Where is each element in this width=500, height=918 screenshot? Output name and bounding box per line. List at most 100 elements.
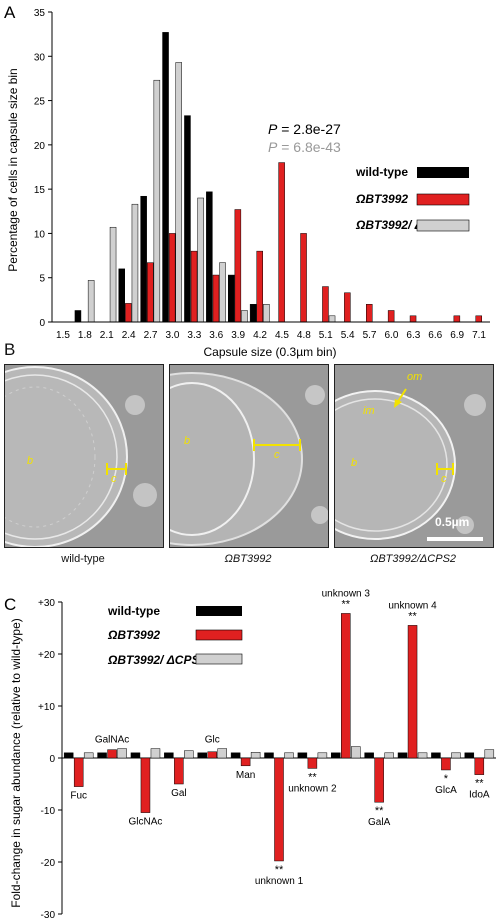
bar — [140, 195, 147, 323]
label-om: om — [407, 371, 423, 383]
sugar-abundance-chart: C Fold-change in sugar abundance (relati… — [4, 588, 496, 918]
micrograph-double: om im b c 0.5µm — [334, 364, 494, 548]
x-tick-label: 2.4 — [122, 330, 136, 341]
label-b: b — [27, 455, 34, 467]
x-tick-label: 3.3 — [187, 330, 201, 341]
legend-swatch-double — [195, 653, 243, 665]
legend-label-omega: ΩBT3992 — [355, 192, 408, 206]
x-tick-label: 6.9 — [450, 330, 464, 341]
bar — [125, 303, 132, 323]
y-tick-label: +10 — [38, 702, 55, 713]
legend: wild-type ΩBT3992 ΩBT3992/ ΔCPS2 — [355, 165, 470, 232]
bar — [207, 751, 217, 759]
bar — [240, 757, 251, 767]
x-tick-label: 5.7 — [363, 330, 377, 341]
y-tick-label: +20 — [38, 650, 55, 661]
bar — [107, 749, 117, 759]
x-tick-label: 6.6 — [428, 330, 442, 341]
label-b: b — [184, 435, 191, 447]
category-label: unknown 2 — [288, 783, 337, 794]
micrograph-image — [5, 365, 163, 547]
y-tick-label: 15 — [34, 185, 46, 196]
bar — [184, 115, 191, 323]
y-tick-label: +30 — [38, 598, 55, 609]
bar — [241, 310, 248, 323]
legend-swatch-double — [416, 219, 470, 232]
bar — [328, 315, 336, 323]
x-tick-label: 2.1 — [100, 330, 114, 341]
significance-mark: ** — [275, 864, 284, 876]
bar — [150, 748, 161, 759]
significance-mark: ** — [408, 610, 417, 622]
bar — [374, 757, 384, 803]
bar — [140, 757, 151, 813]
y-tick-label: 20 — [34, 141, 46, 152]
x-tick-label: 4.2 — [253, 330, 267, 341]
bar — [344, 292, 351, 323]
category-label: GlcNAc — [129, 817, 163, 828]
bar — [441, 757, 451, 771]
bar — [274, 757, 284, 862]
significance-mark: ** — [308, 771, 317, 783]
bar — [451, 752, 461, 759]
bar — [264, 752, 274, 759]
bar — [87, 280, 95, 323]
bar — [168, 233, 176, 323]
bar — [74, 310, 82, 323]
bar — [206, 191, 213, 323]
legend-swatch-wt — [417, 167, 469, 178]
bar — [366, 304, 373, 323]
bar — [175, 62, 182, 323]
bar — [341, 613, 351, 759]
y-axis-label: Percentage of cells in capsule size bin — [6, 68, 20, 271]
bar — [351, 746, 361, 759]
bar — [474, 757, 485, 775]
x-tick-label: 5.1 — [319, 330, 333, 341]
y-tick-label: 0 — [49, 754, 55, 765]
legend-label-double: ΩBT3992/ ΔCPS2 — [107, 653, 206, 667]
bar — [190, 250, 198, 323]
bar — [228, 274, 235, 323]
bar — [307, 757, 318, 769]
bar — [322, 286, 329, 323]
bar — [317, 752, 328, 759]
bar — [417, 752, 428, 759]
bar — [407, 625, 418, 759]
x-tick-label: 6.0 — [384, 330, 398, 341]
micrograph-caption-double: ΩBT3992/ΔCPS2 — [369, 553, 457, 565]
category-label: Glc — [205, 735, 220, 746]
legend-swatch-wt — [196, 606, 242, 616]
x-axis-label: Capsule size (0.3µm bin) — [204, 345, 337, 359]
legend-swatch-omega — [195, 629, 243, 641]
bar — [153, 79, 161, 323]
bar — [63, 752, 74, 759]
bar — [464, 752, 475, 759]
bar — [83, 752, 94, 759]
legend: wild-type ΩBT3992 ΩBT3992/ ΔCPS2 — [107, 604, 243, 667]
legend-swatch-omega — [416, 193, 470, 206]
significance-mark: ** — [475, 778, 484, 790]
bar — [130, 752, 141, 759]
bar — [331, 752, 341, 759]
y-axis-label: Fold-change in sugar abundance (relative… — [9, 618, 23, 908]
bar — [431, 752, 441, 759]
bar — [384, 752, 394, 759]
bar — [475, 315, 482, 323]
bar — [197, 197, 204, 323]
y-tick-label: -20 — [41, 858, 56, 869]
capsule-size-histogram: A Percentage of cells in capsule size bi… — [4, 3, 490, 359]
bar — [118, 268, 125, 323]
category-label: unknown 4 — [388, 600, 437, 611]
panel-letter-c: C — [4, 595, 16, 614]
label-c: c — [111, 473, 117, 485]
category-label: GalA — [368, 817, 391, 828]
bar — [109, 226, 117, 323]
x-tick-label: 2.7 — [144, 330, 158, 341]
bar — [217, 748, 227, 759]
micrograph-omega: b c — [169, 364, 329, 548]
bar — [117, 748, 127, 759]
bar — [300, 233, 307, 323]
panel-letter-b: B — [4, 340, 16, 359]
bar — [131, 203, 139, 323]
label-c: c — [274, 449, 280, 461]
